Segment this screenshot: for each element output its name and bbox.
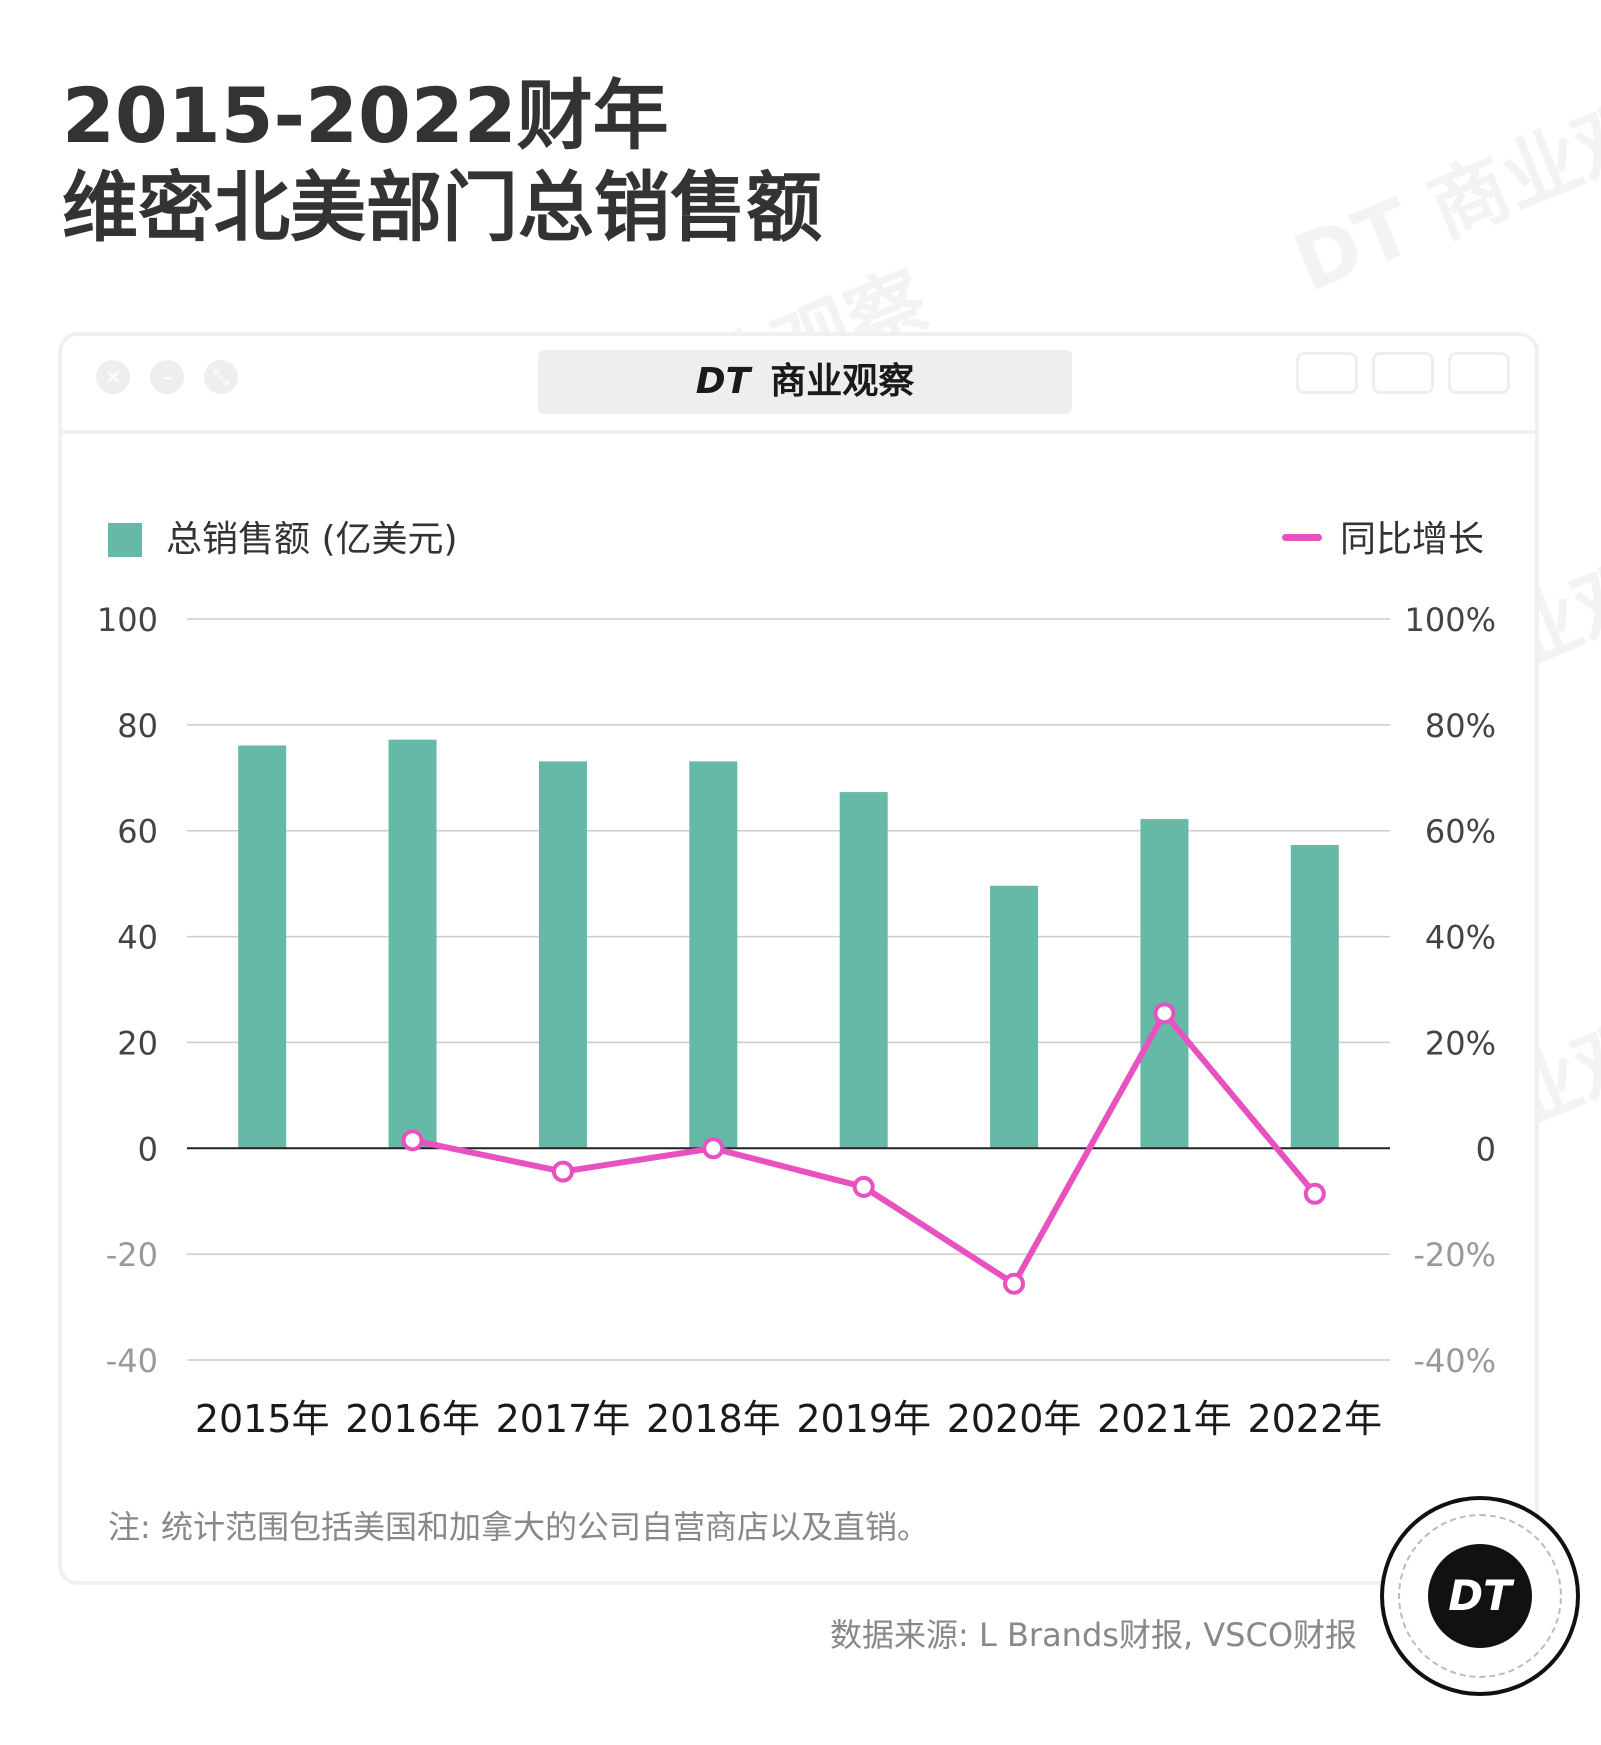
right-tick-label: 80% <box>1425 707 1496 745</box>
left-tick-label: 80 <box>117 707 158 745</box>
category-label: 2015年 <box>195 1397 330 1441</box>
right-tick-label: -20% <box>1413 1236 1496 1274</box>
bar <box>1290 845 1339 1149</box>
logo-ring-dashed <box>1398 1514 1562 1678</box>
record-icon[interactable] <box>1296 352 1358 394</box>
brand-mark: DT <box>695 361 751 402</box>
bar <box>839 792 888 1149</box>
logo-core: DT <box>1428 1544 1532 1648</box>
growth-point <box>852 1175 875 1198</box>
copy-icon[interactable] <box>1448 352 1510 394</box>
legend-swatch-bars <box>108 523 142 557</box>
close-icon[interactable]: ✕ <box>96 360 130 394</box>
category-label: 2019年 <box>796 1397 931 1441</box>
dt-logo: DT <box>1380 1496 1580 1696</box>
bar <box>538 761 587 1149</box>
data-source: 数据来源: L Brands财报, VSCO财报 <box>830 1616 1358 1654</box>
chart-title: 2015-2022财年 维密北美部门总销售额 <box>62 70 822 254</box>
bar <box>1140 819 1189 1149</box>
title-line-1: 2015-2022财年 <box>62 71 669 160</box>
legend-line: 同比增长 <box>1282 510 1484 562</box>
left-tick-label: 40 <box>117 919 158 957</box>
category-label: 2016年 <box>345 1397 480 1441</box>
right-tick-label: 60% <box>1425 813 1496 851</box>
legend-label-line: 同比增长 <box>1340 519 1485 560</box>
category-label: 2022年 <box>1247 1397 1382 1441</box>
share-icon[interactable] <box>1372 352 1434 394</box>
bar <box>990 885 1039 1149</box>
category-label: 2020年 <box>947 1397 1082 1441</box>
right-tick-label: 0 <box>1476 1130 1496 1168</box>
left-tick-label: 0 <box>138 1130 158 1168</box>
growth-point <box>401 1129 424 1152</box>
category-label: 2021年 <box>1097 1397 1232 1441</box>
bar <box>388 739 437 1149</box>
left-tick-label: 60 <box>117 813 158 851</box>
growth-point <box>551 1160 574 1183</box>
growth-point <box>1153 1002 1176 1025</box>
legend-label-bars: 总销售额 (亿美元) <box>166 519 458 560</box>
title-line-2: 维密北美部门总销售额 <box>62 163 822 252</box>
right-tick-label: 20% <box>1425 1024 1496 1062</box>
growth-point <box>1003 1272 1026 1295</box>
window-titlebar: ✕ – ⤡ DT 商业观察 <box>62 336 1535 434</box>
left-tick-label: -40 <box>106 1342 158 1380</box>
bar <box>689 761 738 1149</box>
source-tab <box>780 1585 1400 1675</box>
legend-swatch-line <box>1282 534 1322 541</box>
left-tick-label: 20 <box>117 1024 158 1062</box>
brand-badge: DT 商业观察 <box>538 350 1072 414</box>
left-tick-label: 100 <box>97 601 158 639</box>
growth-point <box>702 1137 725 1160</box>
footnote: 注: 统计范围包括美国和加拿大的公司自营商店以及直销。 <box>108 1508 929 1546</box>
growth-point <box>1303 1182 1326 1205</box>
right-tick-label: 100% <box>1405 601 1496 639</box>
category-label: 2018年 <box>646 1397 781 1441</box>
category-label: 2017年 <box>496 1397 631 1441</box>
bar <box>238 745 287 1149</box>
right-tick-label: -40% <box>1413 1342 1496 1380</box>
left-tick-label: -20 <box>106 1236 158 1274</box>
legend-bars: 总销售额 (亿美元) <box>108 510 458 562</box>
expand-icon[interactable]: ⤡ <box>204 360 238 394</box>
right-tick-label: 40% <box>1425 919 1496 957</box>
brand-name: 商业观察 <box>770 361 915 402</box>
minimize-icon[interactable]: – <box>150 360 184 394</box>
